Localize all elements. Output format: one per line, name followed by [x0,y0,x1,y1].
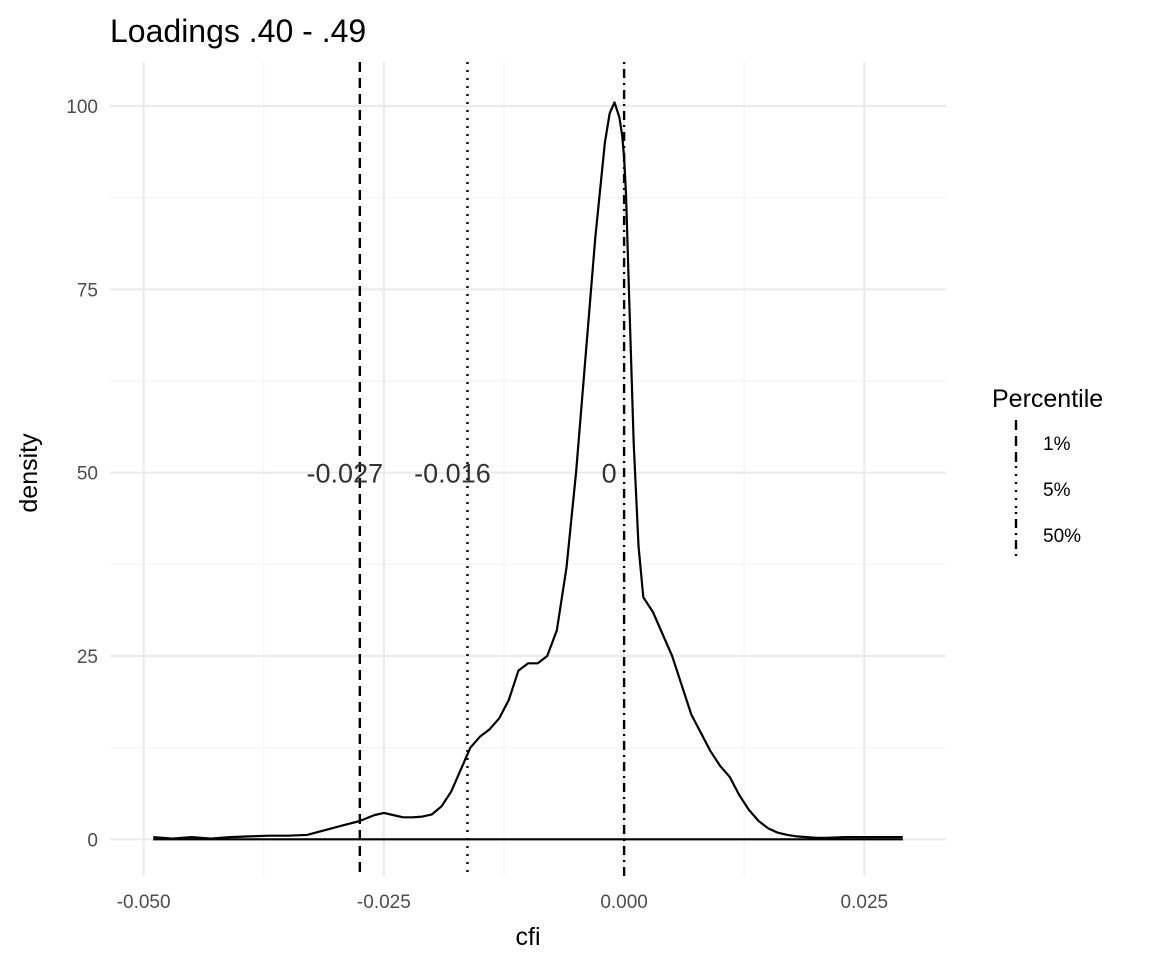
y-axis-title: density [15,433,43,513]
percentile-annotations: -0.027 -0.016 0 [307,459,617,489]
legend: Percentile 1% 5% 50% [992,385,1103,558]
legend-label-1pct: 1% [1043,434,1071,455]
x-axis-title: cfi [516,923,541,951]
y-tick-label: 25 [77,647,98,668]
grid-major [110,62,946,876]
legend-label-50pct: 50% [1043,526,1081,547]
percentile-label-5pct: -0.016 [414,459,491,489]
legend-title: Percentile [992,385,1103,413]
y-tick-label: 75 [77,280,98,301]
y-tick-label: 50 [77,464,98,485]
percentile-lines [358,62,626,876]
x-tick-label: -0.050 [117,892,171,913]
x-tick-label: 0.000 [600,892,648,913]
y-tick-label: 0 [87,830,98,851]
y-axis-ticks: 0 25 50 75 100 [66,97,98,851]
density-curve [153,101,903,840]
y-tick-label: 100 [66,97,98,118]
grid-minor [110,62,946,876]
percentile-label-50pct: 0 [602,459,617,489]
legend-label-5pct: 5% [1043,480,1071,501]
x-tick-label: 0.025 [841,892,889,913]
x-axis-ticks: -0.050 -0.025 0.000 0.025 [117,892,888,913]
chart-title: Loadings .40 - .49 [110,13,366,49]
density-layer [153,101,903,841]
percentile-label-1pct: -0.027 [307,459,384,489]
x-tick-label: -0.025 [357,892,411,913]
